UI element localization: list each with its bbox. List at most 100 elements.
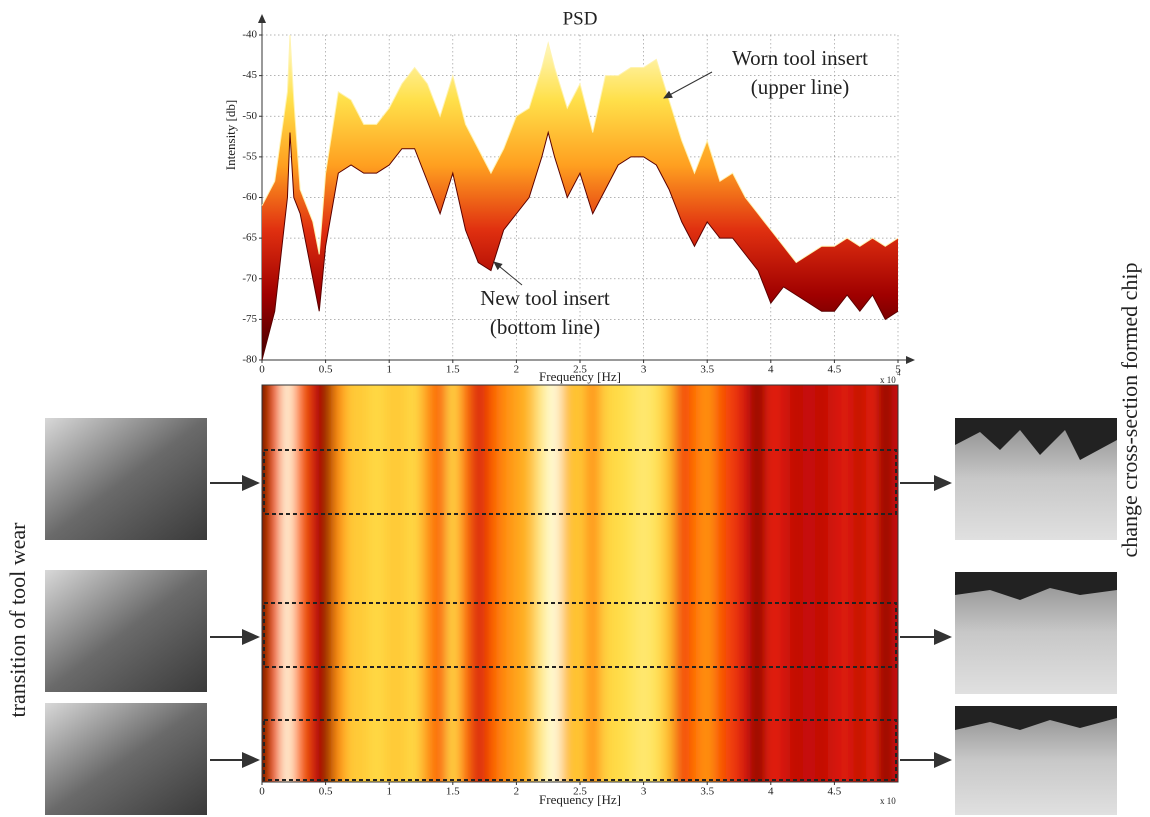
annotation: Worn tool insert — [732, 46, 868, 70]
heatmap-cell — [828, 385, 842, 782]
heatmap-cell — [611, 385, 626, 782]
heatmap-cell — [878, 385, 893, 782]
heatmap-cell — [319, 385, 333, 782]
heatmap-cell — [370, 385, 384, 782]
left-label: transition of tool wear — [5, 522, 30, 718]
x-scale-label: x 10 — [880, 375, 896, 385]
y-tick-label: -65 — [242, 232, 257, 244]
x-tick-label: 0.5 — [319, 364, 333, 376]
heatmap-cell — [815, 385, 829, 782]
heatmap-cell — [331, 385, 346, 782]
heatmap-cell — [599, 385, 613, 782]
heatmap-blur — [262, 385, 898, 782]
x-axis-label: Frequency [Hz] — [539, 792, 621, 807]
heatmap-cell — [471, 385, 486, 782]
heatmap-cell — [573, 385, 587, 782]
x-tick-label: 3 — [641, 364, 647, 376]
spectrogram: 0 0.5 1 1.5 2 2.5 3 3.5 4 4.5 Frequency [Hz] x 10 — [259, 384, 899, 807]
annotation: (upper line) — [751, 75, 850, 99]
y-tick-label: -40 — [242, 29, 257, 41]
heatmap-cell — [306, 385, 320, 782]
x-tick-label: 0 — [259, 364, 265, 376]
y-tick-label: -70 — [242, 272, 257, 284]
heatmap-cell — [866, 385, 880, 782]
heatmap-cell — [751, 385, 765, 782]
x-tick-label: 1 — [386, 786, 392, 798]
arrows — [210, 475, 952, 768]
heatmap-cell — [802, 385, 816, 782]
band-fill — [262, 35, 898, 360]
heatmap-cell — [713, 385, 727, 782]
time-window — [263, 449, 897, 515]
x-axis-label: Frequency [Hz] — [539, 369, 621, 384]
x-tick-label: 1 — [386, 364, 392, 376]
x-scale-exponent: 4 — [897, 370, 901, 378]
x-tick-label: 4.5 — [828, 786, 842, 798]
heatmap-cell — [726, 385, 740, 782]
y-axis-label: Intensity [db] — [223, 100, 238, 170]
heatmap-cell — [560, 385, 575, 782]
heatmap-cell — [268, 385, 282, 782]
heatmap-cell — [382, 385, 397, 782]
heatmap-cell — [484, 385, 498, 782]
heatmap-cell — [675, 385, 689, 782]
annotation-arrow — [663, 71, 713, 99]
x-tick-label: 1.5 — [446, 786, 460, 798]
heatmap-cell — [840, 385, 854, 782]
y-tick-label: -45 — [242, 69, 257, 81]
heatmap-cell — [357, 385, 371, 782]
heatmap-cells — [262, 385, 898, 782]
x-tick-label: 0.5 — [319, 786, 333, 798]
annotation: New tool insert — [480, 286, 610, 310]
heatmap-cell — [624, 385, 638, 782]
heatmap-cell — [433, 385, 447, 782]
heatmap-cell — [293, 385, 308, 782]
heatmap-cell — [700, 385, 715, 782]
x-tick-label: 2 — [514, 364, 520, 376]
time-window — [263, 719, 897, 781]
chip-images — [955, 418, 1117, 815]
heatmap-cell — [446, 385, 460, 782]
heatmap-cell — [522, 385, 536, 782]
heatmap-cell — [891, 385, 898, 782]
heatmap-cell — [789, 385, 804, 782]
x-tick-label: 5 — [895, 364, 901, 376]
heatmap-cell — [777, 385, 791, 782]
x-scale-label: x 10 — [880, 796, 896, 806]
y-tick-label: -60 — [242, 191, 257, 203]
y-tick-label: -75 — [242, 313, 257, 325]
x-tick-label: 4 — [768, 786, 774, 798]
annotation-arrow — [493, 261, 523, 286]
series-line — [261, 34, 899, 264]
heatmap-cell — [510, 385, 524, 782]
x-tick-label: 1.5 — [446, 364, 460, 376]
heatmap-cell — [637, 385, 651, 782]
heatmap-cell — [688, 385, 702, 782]
heatmap-cell — [535, 385, 549, 782]
x-tick-label: 0 — [259, 786, 265, 798]
heatmap-cell — [662, 385, 676, 782]
x-tick-label: 3 — [641, 786, 647, 798]
heatmap-cell — [459, 385, 473, 782]
heatmap-cell — [344, 385, 358, 782]
x-tick-label: 2.5 — [573, 786, 587, 798]
x-tick-label: 2 — [514, 786, 520, 798]
heatmap-cell — [739, 385, 753, 782]
x-tick-label: 4 — [768, 364, 774, 376]
y-tick-label: -55 — [242, 150, 257, 162]
heatmap-cell — [649, 385, 664, 782]
heatmap-cell — [262, 385, 269, 782]
heatmap-cell — [281, 385, 295, 782]
heatmap-cell — [764, 385, 778, 782]
x-tick-label: 2.5 — [573, 364, 587, 376]
series-line — [261, 130, 899, 361]
heatmap-cell — [395, 385, 409, 782]
right-label: change cross-section formed chip — [1117, 262, 1142, 557]
heatmap-cell — [408, 385, 422, 782]
heatmap-cell — [497, 385, 511, 782]
psd-chart: PSD -80 -75 -70 -65 -60 -55 -50 -45 -40 0 0.5 1 1.5 2 2… — [223, 8, 915, 385]
x-tick-label: 3.5 — [700, 364, 714, 376]
x-tick-label: 4.5 — [828, 364, 842, 376]
y-tick-label: -50 — [242, 110, 257, 122]
